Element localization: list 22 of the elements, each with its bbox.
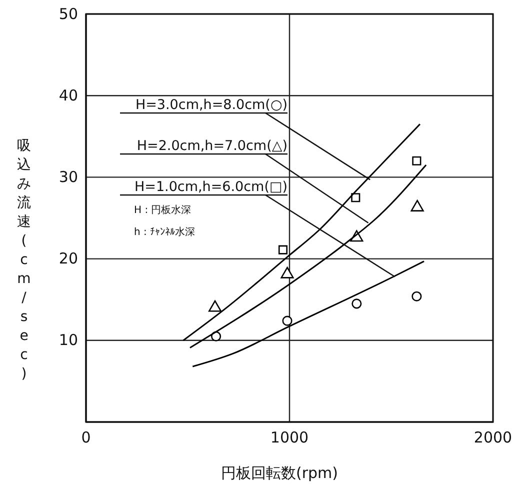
annotation: H=2.0cm,h=7.0cm(△) [136, 138, 288, 154]
x-tick-label: 0 [81, 428, 91, 447]
x-tick-label: 2000 [474, 428, 512, 447]
y-tick-label: 20 [58, 250, 78, 268]
annotation: h : ﾁｬﾝﾈﾙ水深 [134, 226, 196, 238]
point [352, 298, 362, 309]
point [351, 193, 360, 202]
y-tick-label: 50 [58, 4, 78, 23]
x-axis-title: 円板回転数(rpm) [220, 464, 338, 482]
annotation: H=3.0cm,h=8.0cm(○) [135, 97, 288, 113]
point [412, 156, 422, 166]
point [278, 245, 288, 254]
annotation: H : 円板水深 [134, 204, 192, 216]
text: 吸込み流速(cm/sec) [17, 138, 31, 382]
line-series [192, 260, 425, 368]
x-tick-label: 1000 [270, 428, 309, 447]
y-tick-label: 30 [58, 168, 78, 186]
annotation: H=1.0cm,h=6.0cm(□) [134, 179, 288, 195]
point [282, 316, 292, 326]
y-tick-label: 40 [58, 86, 78, 104]
y-tick-label: 10 [58, 331, 78, 350]
point [412, 291, 422, 302]
